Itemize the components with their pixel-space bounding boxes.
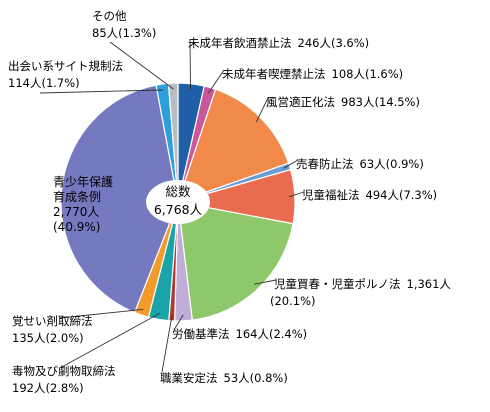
pie-slice-5 xyxy=(177,201,294,321)
label-jorei-line-1: 青少年保護育成条例 xyxy=(53,174,113,204)
leader-line-6 xyxy=(173,314,184,331)
slices-layer xyxy=(60,82,296,322)
label-jorei-count: 2,770人 xyxy=(53,205,99,219)
leader-lines xyxy=(39,39,305,373)
center-label-line-1: 総数 xyxy=(165,184,191,199)
label-deai-value: 114人(1.7%) xyxy=(8,76,80,90)
label-fuei: 風営適正化法 983人(14.5%) xyxy=(266,95,420,109)
pie-slice-12 xyxy=(167,82,179,203)
leader-line-12 xyxy=(109,41,174,90)
label-shokugyo: 職業安定法 53人(0.8%) xyxy=(160,371,288,385)
label-inshu: 未成年者飲酒禁止法 246人(3.6%) xyxy=(188,36,369,50)
leader-line-5 xyxy=(253,279,277,285)
label-baishun: 売春防止法 63人(0.9%) xyxy=(296,157,424,171)
leader-line-3 xyxy=(283,159,299,169)
label-sonota-name: その他 xyxy=(92,9,127,23)
leader-line-4 xyxy=(288,191,305,198)
leader-line-11 xyxy=(39,89,164,94)
label-jidofukushi: 児童福祉法 494人(7.3%) xyxy=(302,188,437,202)
label-dokubutsu-value: 192人(2.8%) xyxy=(12,381,84,395)
leader-line-0 xyxy=(189,39,191,90)
label-porno-percent: (20.1%) xyxy=(270,294,316,308)
label-sonota-value: 85人(1.3%) xyxy=(92,26,156,40)
leader-line-2 xyxy=(255,97,269,123)
pie-slice-2 xyxy=(177,88,290,203)
label-kakuseizai-value: 135人(2.0%) xyxy=(12,331,84,345)
label-dokubutsu-name: 毒物及び劇物取締法 xyxy=(12,364,116,378)
leader-line-7 xyxy=(161,314,173,373)
label-deai-name: 出会い系サイト規制法 xyxy=(8,59,123,73)
leader-line-1 xyxy=(207,69,225,94)
leader-line-9 xyxy=(59,308,144,319)
leader-line-8 xyxy=(59,313,160,369)
pie-slice-10 xyxy=(60,84,179,314)
label-kitsuen: 未成年者喫煙禁止法 108人(1.6%) xyxy=(222,67,403,81)
label-rodo: 労働基準法 164人(2.4%) xyxy=(172,327,307,341)
center-label-line-2: 6,768人 xyxy=(154,202,203,217)
label-kakuseizai-name: 覚せい剤取締法 xyxy=(12,314,93,328)
label-jorei-percent: (40.9%) xyxy=(53,220,100,234)
center-label-bg xyxy=(146,180,210,224)
label-porno-line-1: 児童買春・児童ポルノ法 1,361人 xyxy=(274,277,451,291)
